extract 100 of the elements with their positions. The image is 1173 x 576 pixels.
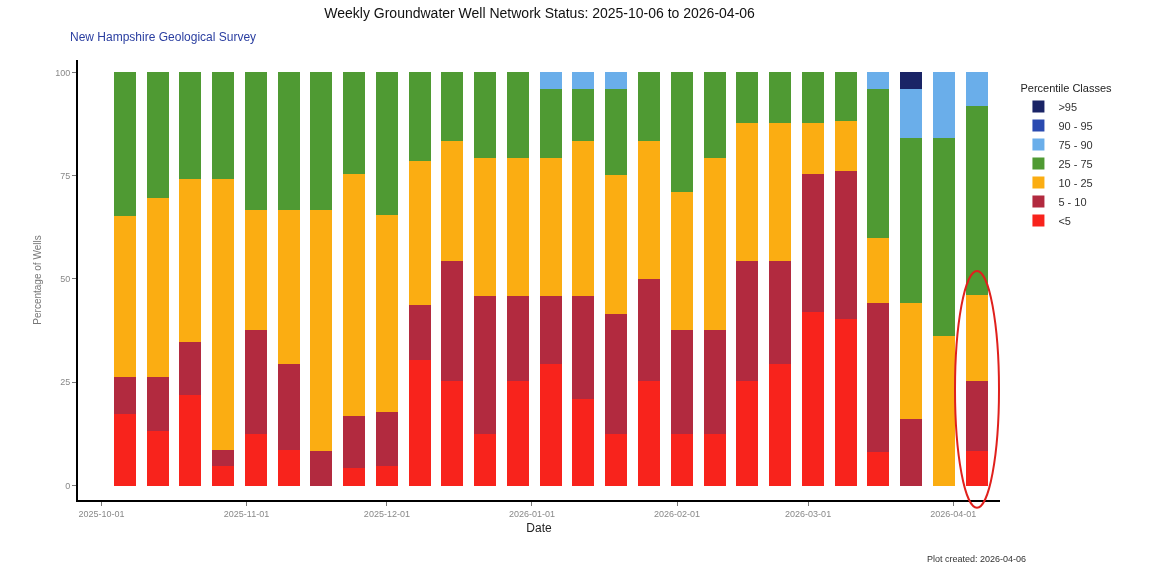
chart-title: Weekly Groundwater Well Network Status: 2025-10-06 to 2026-04-06 bbox=[324, 5, 756, 22]
bar bbox=[277, 209, 300, 365]
bar bbox=[146, 72, 169, 198]
bar bbox=[965, 106, 988, 296]
bar bbox=[408, 305, 431, 360]
bar bbox=[474, 72, 497, 158]
bar bbox=[965, 381, 988, 452]
text: Plot created: 2026-04-06 bbox=[927, 554, 1027, 564]
bar bbox=[900, 88, 923, 138]
bar bbox=[834, 121, 857, 172]
bar bbox=[212, 72, 235, 180]
bar bbox=[539, 364, 562, 486]
bar bbox=[343, 174, 366, 417]
bar bbox=[769, 122, 792, 262]
bar bbox=[965, 451, 988, 486]
bar bbox=[670, 192, 693, 331]
bar bbox=[703, 157, 726, 331]
bar bbox=[637, 381, 660, 486]
bar bbox=[113, 413, 136, 486]
bar bbox=[736, 72, 759, 123]
bar bbox=[769, 364, 792, 486]
bar bbox=[113, 72, 136, 217]
bar bbox=[506, 381, 529, 486]
bar bbox=[375, 72, 398, 216]
bar bbox=[539, 157, 562, 297]
bar bbox=[179, 394, 202, 486]
legend-label: 90 - 95 bbox=[1058, 119, 1093, 132]
bar bbox=[441, 381, 464, 486]
bar bbox=[572, 398, 595, 486]
bar bbox=[343, 416, 366, 469]
bar bbox=[605, 313, 628, 434]
bar bbox=[506, 72, 529, 158]
bar bbox=[310, 209, 333, 452]
bar bbox=[506, 296, 529, 382]
bar bbox=[113, 377, 136, 414]
bar bbox=[277, 450, 300, 486]
bar bbox=[932, 336, 955, 486]
x-tick-label: 2025-11-01 bbox=[223, 508, 270, 519]
bar bbox=[801, 174, 824, 313]
bar bbox=[867, 452, 890, 486]
bar bbox=[834, 318, 857, 486]
bar bbox=[408, 72, 431, 162]
x-tick-label: 2026-02-01 bbox=[654, 508, 701, 519]
bar bbox=[670, 330, 693, 434]
bar bbox=[375, 466, 398, 486]
bar bbox=[343, 468, 366, 486]
y-axis-title: Percentage of Wells bbox=[31, 235, 43, 325]
legend-label: 5 - 10 bbox=[1058, 195, 1087, 208]
bar bbox=[900, 419, 923, 486]
bar bbox=[474, 296, 497, 434]
bar bbox=[212, 466, 235, 486]
bar bbox=[539, 88, 562, 158]
bar bbox=[572, 72, 595, 89]
x-tick-label: 2026-03-01 bbox=[785, 508, 832, 519]
bar bbox=[801, 122, 824, 175]
bar bbox=[801, 312, 824, 486]
bar bbox=[539, 72, 562, 89]
bar bbox=[605, 433, 628, 486]
bar bbox=[736, 122, 759, 262]
bar bbox=[474, 157, 497, 297]
bar bbox=[506, 157, 529, 297]
bar bbox=[965, 295, 988, 382]
bar bbox=[179, 342, 202, 395]
bar bbox=[834, 72, 857, 122]
bar bbox=[637, 278, 660, 382]
bar bbox=[769, 72, 792, 123]
bar bbox=[441, 140, 464, 262]
bar bbox=[375, 215, 398, 413]
chart-subtitle: New Hampshire Geological Survey bbox=[70, 30, 257, 44]
legend-title: Percentile Classes bbox=[1020, 82, 1113, 95]
bar bbox=[441, 72, 464, 141]
y-tick-label: 100 bbox=[55, 67, 71, 78]
bar bbox=[769, 261, 792, 365]
bar bbox=[244, 209, 267, 331]
y-tick-label: 0 bbox=[65, 480, 71, 491]
bar bbox=[900, 72, 923, 89]
legend-label: 25 - 75 bbox=[1058, 157, 1093, 170]
bar bbox=[146, 431, 169, 486]
legend-label: >95 bbox=[1058, 100, 1078, 113]
legend-label: 75 - 90 bbox=[1058, 138, 1093, 151]
bar bbox=[605, 88, 628, 176]
legend-label: 10 - 25 bbox=[1058, 176, 1093, 189]
bar bbox=[179, 72, 202, 180]
bar bbox=[867, 72, 890, 89]
bar bbox=[277, 72, 300, 210]
bar bbox=[703, 433, 726, 486]
bar bbox=[244, 72, 267, 210]
bar bbox=[572, 296, 595, 399]
bar bbox=[572, 140, 595, 297]
bar bbox=[212, 449, 235, 467]
bar bbox=[801, 72, 824, 123]
bar bbox=[637, 72, 660, 141]
bar bbox=[736, 261, 759, 382]
bar bbox=[441, 261, 464, 382]
x-tick-label: 2026-04-01 bbox=[930, 508, 977, 519]
bar bbox=[736, 381, 759, 486]
x-tick-label: 2025-12-01 bbox=[363, 508, 410, 519]
bar bbox=[932, 137, 955, 337]
bar bbox=[146, 197, 169, 378]
bar bbox=[900, 302, 923, 420]
